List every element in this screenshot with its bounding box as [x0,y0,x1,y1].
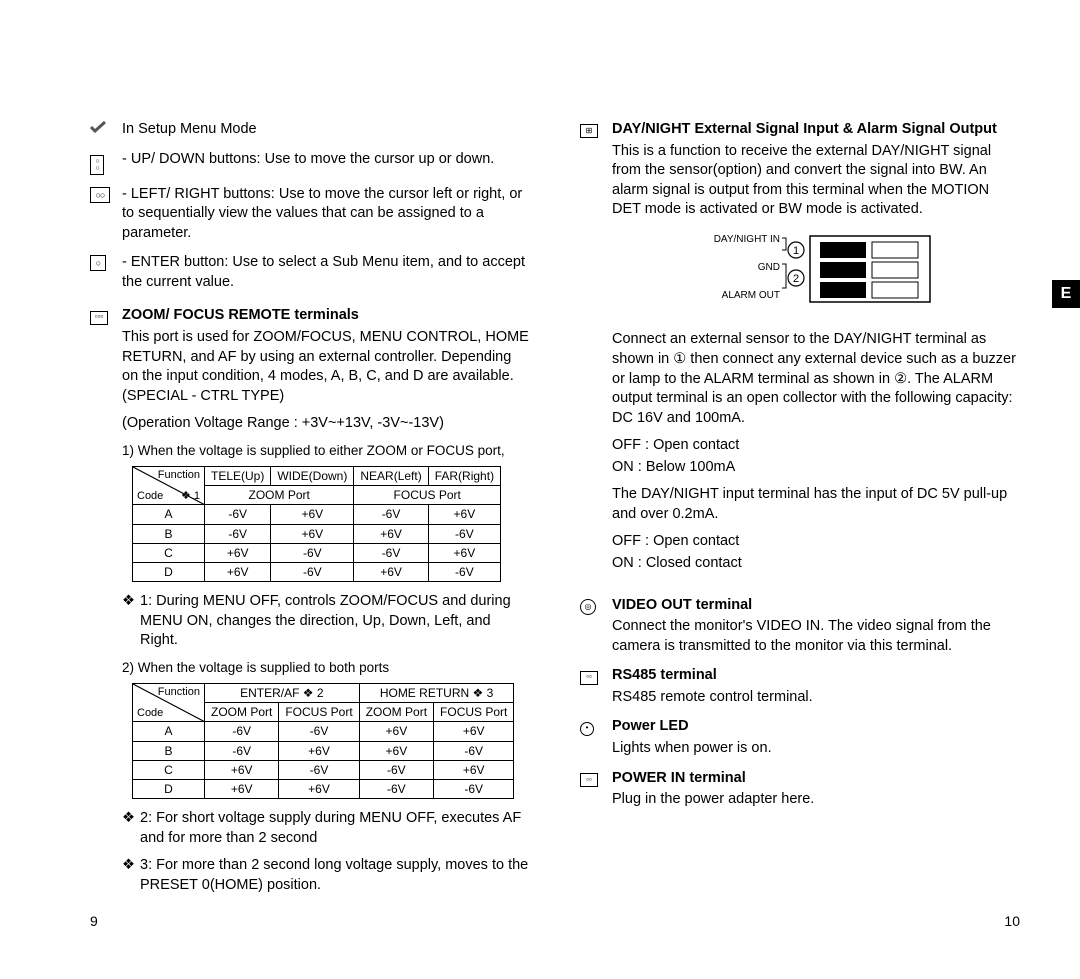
svg-text:GND: GND [758,262,780,273]
video-heading: VIDEO OUT terminal [612,596,1020,616]
page-number-left: 9 [90,913,98,929]
daynight-heading: DAY/NIGHT External Signal Input & Alarm … [612,120,1020,140]
updown-text: - UP/ DOWN buttons: Use to move the curs… [122,150,530,170]
voltage-table-2: Function Code ENTER/AF ❖ 2 HOME RETURN ❖… [132,683,514,799]
enter-text: - ENTER button: Use to select a Sub Menu… [122,253,530,292]
right-column: ⊞ DAY/NIGHT External Signal Input & Alar… [580,120,1020,919]
table2-intro: 2) When the voltage is supplied to both … [122,659,530,677]
powerin-body: Plug in the power adapter here. [612,790,1020,810]
off-1: OFF : Open contact [612,436,1020,456]
daynight-input: The DAY/NIGHT input terminal has the inp… [612,485,1020,524]
diamond-icon: ❖ [122,592,140,651]
updown-row: ○○ - UP/ DOWN buttons: Use to move the c… [90,150,530,175]
page-number-right: 10 [1004,913,1020,929]
video-row: ◎ VIDEO OUT terminal [580,596,1020,616]
led-heading: Power LED [612,717,1020,737]
left-column: In Setup Menu Mode ○○ - UP/ DOWN buttons… [90,120,530,919]
section-tab: E [1052,280,1080,308]
note-1: ❖ 1: During MENU OFF, controls ZOOM/FOCU… [122,592,530,651]
daynight-body: This is a function to receive the extern… [612,142,1020,220]
zoom-range: (Operation Voltage Range : +3V~+13V, -3V… [122,414,530,434]
enter-row: ○ - ENTER button: Use to select a Sub Me… [90,253,530,292]
svg-text:2: 2 [793,273,799,285]
on-2: ON : Closed contact [612,554,1020,574]
daynight-heading-row: ⊞ DAY/NIGHT External Signal Input & Alar… [580,120,1020,140]
off-2: OFF : Open contact [612,532,1020,552]
zoom-heading-row: ▫▫▫ ZOOM/ FOCUS REMOTE terminals [90,306,530,326]
svg-text:1: 1 [793,245,799,257]
power-in-icon: ▫▫ [580,769,606,789]
check-icon [90,120,116,140]
setup-mode-text: In Setup Menu Mode [122,120,530,140]
terminal-icon: ▫▫▫ [90,306,116,326]
rs485-body: RS485 remote control terminal. [612,688,1020,708]
leftright-text: - LEFT/ RIGHT buttons: Use to move the c… [122,185,530,244]
diamond-icon: ❖ [122,809,140,848]
note-3: ❖ 3: For more than 2 second long voltage… [122,856,530,895]
table1-intro: 1) When the voltage is supplied to eithe… [122,442,530,460]
terminal-diagram: 1 2 DAY/NIGHT IN GND ALARM OUT [650,230,1020,317]
manual-page-spread: In Setup Menu Mode ○○ - UP/ DOWN buttons… [0,0,1080,979]
note-2: ❖ 2: For short voltage supply during MEN… [122,809,530,848]
power-led-icon: • [580,717,606,737]
daynight-connect: Connect an external sensor to the DAY/NI… [612,330,1020,428]
diamond-icon: ❖ [122,856,140,895]
led-row: • Power LED [580,717,1020,737]
connector-icon: ⊞ [580,120,606,140]
rs485-row: ▫▫ RS485 terminal [580,666,1020,686]
voltage-table-1: Function Code ❖ 1 TELE(Up) WIDE(Down) NE… [132,466,501,582]
video-out-icon: ◎ [580,596,606,616]
led-body: Lights when power is on. [612,739,1020,759]
updown-icon: ○○ [90,150,116,175]
on-1: ON : Below 100mA [612,458,1020,478]
svg-text:ALARM OUT: ALARM OUT [722,290,780,301]
setup-mode-row: In Setup Menu Mode [90,120,530,140]
powerin-heading: POWER IN terminal [612,769,1020,789]
svg-text:DAY/NIGHT IN: DAY/NIGHT IN [714,234,780,245]
enter-icon: ○ [90,253,116,273]
leftright-row: ○○ - LEFT/ RIGHT buttons: Use to move th… [90,185,530,244]
zoom-heading: ZOOM/ FOCUS REMOTE terminals [122,306,530,326]
leftright-icon: ○○ [90,185,116,205]
rs485-icon: ▫▫ [580,666,606,686]
video-body: Connect the monitor's VIDEO IN. The vide… [612,617,1020,656]
powerin-row: ▫▫ POWER IN terminal [580,769,1020,789]
zoom-body: This port is used for ZOOM/FOCUS, MENU C… [122,328,530,406]
rs485-heading: RS485 terminal [612,666,1020,686]
